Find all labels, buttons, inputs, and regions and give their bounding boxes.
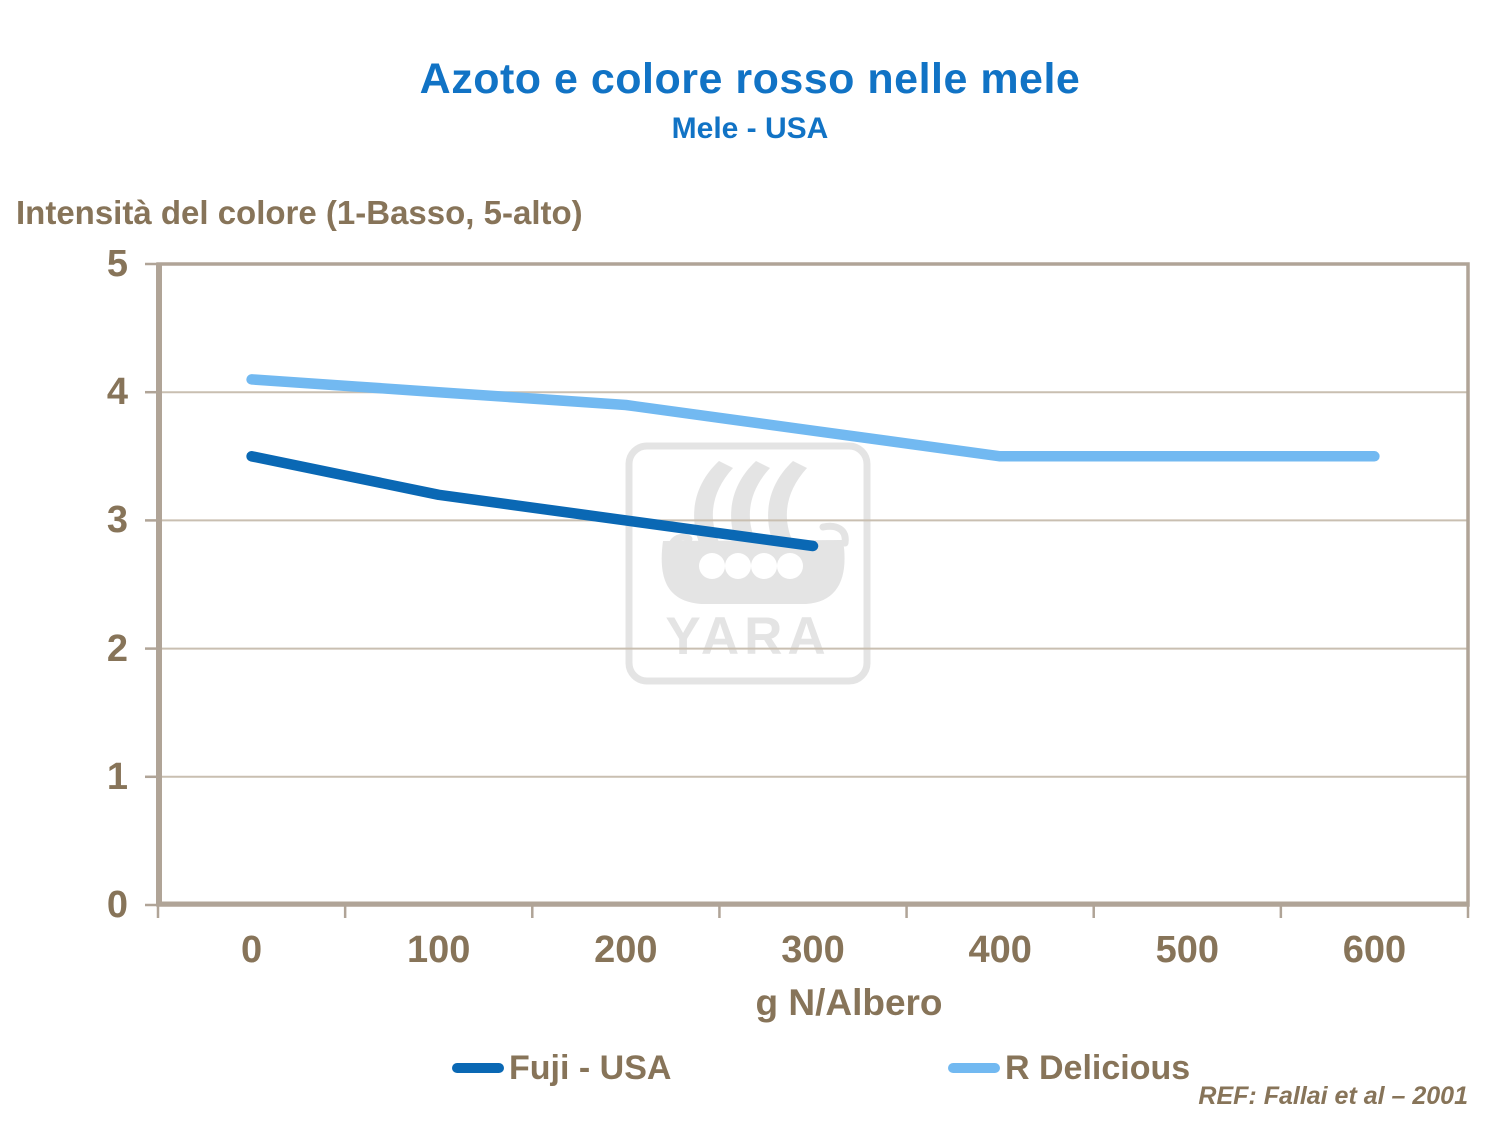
- legend-swatch-r-delicious: [948, 1063, 1000, 1073]
- yara-ship-hull-icon: [661, 522, 849, 604]
- legend-item-r-delicious: R Delicious: [948, 1046, 1190, 1090]
- y-tick-label: 5: [106, 243, 128, 285]
- x-tick-label: 500: [1155, 929, 1219, 971]
- y-axis-title: Intensità del colore (1-Basso, 5-alto): [16, 194, 583, 231]
- x-tick-label: 0: [240, 929, 263, 971]
- reference-note: REF: Fallai et al – 2001: [1198, 1082, 1468, 1110]
- legend-item-fuji: Fuji - USA: [452, 1046, 671, 1090]
- series-lines: [246, 374, 1380, 552]
- y-tick-label: 3: [106, 499, 128, 542]
- x-tick-label: 600: [1342, 929, 1407, 971]
- x-tick-label: 300: [781, 929, 845, 971]
- x-tick-label: 100: [407, 929, 471, 971]
- yara-watermark-text: YARA: [665, 607, 830, 666]
- series-line-r-delicious: [246, 374, 1380, 462]
- yara-logo-watermark: YARA: [625, 442, 871, 685]
- legend-label-fuji: Fuji - USA: [509, 1048, 672, 1087]
- plot-frame: [156, 262, 1470, 907]
- x-tick-label: 200: [594, 929, 658, 971]
- y-tick-label: 4: [106, 371, 128, 414]
- series-line-fuji-usa: [246, 451, 819, 552]
- legend-swatch-fuji: [452, 1063, 504, 1073]
- y-tick-label: 2: [106, 627, 128, 670]
- page-subtitle: Mele - USA: [671, 112, 829, 145]
- y-tick-label: 1: [106, 755, 128, 798]
- x-tick-label: 400: [968, 929, 1032, 971]
- legend-label-r-delicious: R Delicious: [1005, 1048, 1191, 1087]
- x-axis-title: g N/Albero: [755, 982, 943, 1023]
- axis-ticks: [145, 262, 1470, 918]
- yara-logo-frame: [625, 442, 871, 685]
- page-title: Azoto e colore rosso nelle mele: [419, 55, 1081, 103]
- y-tick-label: 0: [106, 884, 128, 926]
